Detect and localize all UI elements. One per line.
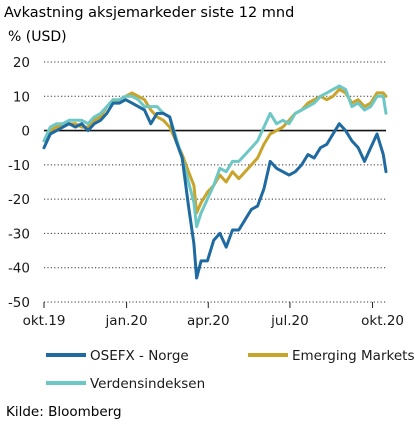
x-axis-ticks: okt.19 jan.20 apr.20 jul.20 okt.20 <box>23 302 404 329</box>
x-tick-label: apr.20 <box>187 313 230 329</box>
legend: OSEFX - Norge Emerging Markets Verdensinde… <box>46 348 414 392</box>
legend-label: OSEFX - Norge <box>90 348 189 364</box>
y-tick-label: 20 <box>13 55 30 71</box>
source-note: Kilde: Bloomberg <box>6 404 122 420</box>
y-tick-label: 0 <box>21 124 30 140</box>
y-tick-label: 10 <box>13 89 30 105</box>
chart-title: Avkastning aksjemarkeder siste 12 mnd <box>4 5 294 21</box>
x-tick-label: okt.20 <box>361 313 404 329</box>
x-tick-label: jan.20 <box>105 313 148 329</box>
x-tick-label: jul.20 <box>270 313 309 329</box>
series-line-verdensindeksen <box>42 84 388 229</box>
y-axis-ticks: 20 10 0 -10 -20 -30 -40 -50 <box>8 55 30 311</box>
series-lines <box>42 84 388 280</box>
y-tick-label: -10 <box>8 158 30 174</box>
series-line-osefx-norge <box>42 98 388 280</box>
y-tick-label: -50 <box>8 295 30 311</box>
gridlines <box>44 61 386 303</box>
y-tick-label: -40 <box>8 261 30 277</box>
legend-label: Verdensindeksen <box>90 376 205 392</box>
x-tick-label: okt.19 <box>23 313 66 329</box>
y-axis-unit: % (USD) <box>8 29 67 45</box>
series-line-emerging-markets <box>42 87 388 215</box>
y-tick-label: -30 <box>8 226 30 242</box>
y-tick-label: -20 <box>8 192 30 208</box>
legend-label: Emerging Markets <box>292 348 414 364</box>
